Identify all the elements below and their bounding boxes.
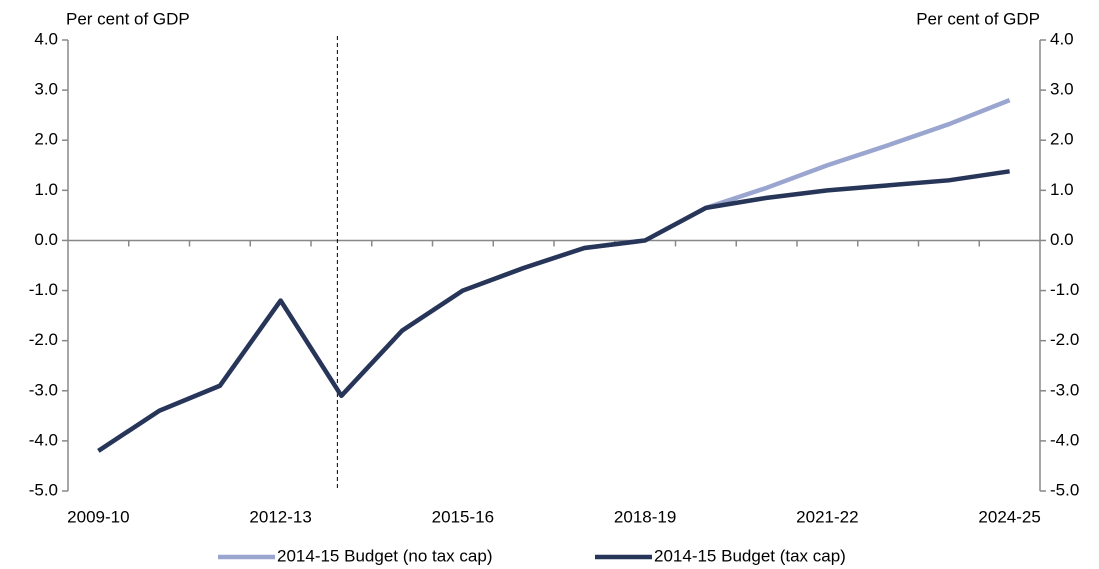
y-tick-label: -1.0: [29, 280, 58, 299]
y2-tick-label: -5.0: [1050, 480, 1079, 499]
series-line: [97, 169, 1010, 453]
y2-tick-label: -1.0: [1050, 280, 1079, 299]
y2-tick-label: -2.0: [1050, 330, 1079, 349]
x-tick-label: 2012-13: [249, 507, 311, 526]
y2-tick-label: 2.0: [1050, 130, 1074, 149]
y-tick-label: 0.0: [34, 230, 58, 249]
y-tick-label: -5.0: [29, 480, 58, 499]
x-tick-label: 2009-10: [67, 507, 129, 526]
y-tick-label: -4.0: [29, 430, 58, 449]
series-line: [97, 98, 1011, 453]
x-tick-label: 2024-25: [978, 507, 1040, 526]
y2-tick-label: 0.0: [1050, 230, 1074, 249]
y2-tick-label: -3.0: [1050, 380, 1079, 399]
legend-label: 2014-15 Budget (tax cap): [654, 546, 846, 565]
y-tick-label: -2.0: [29, 330, 58, 349]
y-tick-label: -3.0: [29, 380, 58, 399]
y-tick-label: 4.0: [34, 29, 58, 48]
x-tick-label: 2018-19: [614, 507, 676, 526]
y2-tick-label: 3.0: [1050, 80, 1074, 99]
y2-tick-label: 1.0: [1050, 180, 1074, 199]
x-tick-label: 2021-22: [796, 507, 858, 526]
y-tick-label: 3.0: [34, 80, 58, 99]
y2-tick-label: 4.0: [1050, 29, 1074, 48]
y-tick-label: 1.0: [34, 180, 58, 199]
y2-tick-label: -4.0: [1050, 430, 1079, 449]
y2-axis-label: Per cent of GDP: [916, 9, 1040, 28]
legend-label: 2014-15 Budget (no tax cap): [277, 546, 492, 565]
y-axis-label: Per cent of GDP: [66, 9, 190, 28]
x-tick-label: 2015-16: [432, 507, 494, 526]
y-tick-label: 2.0: [34, 130, 58, 149]
